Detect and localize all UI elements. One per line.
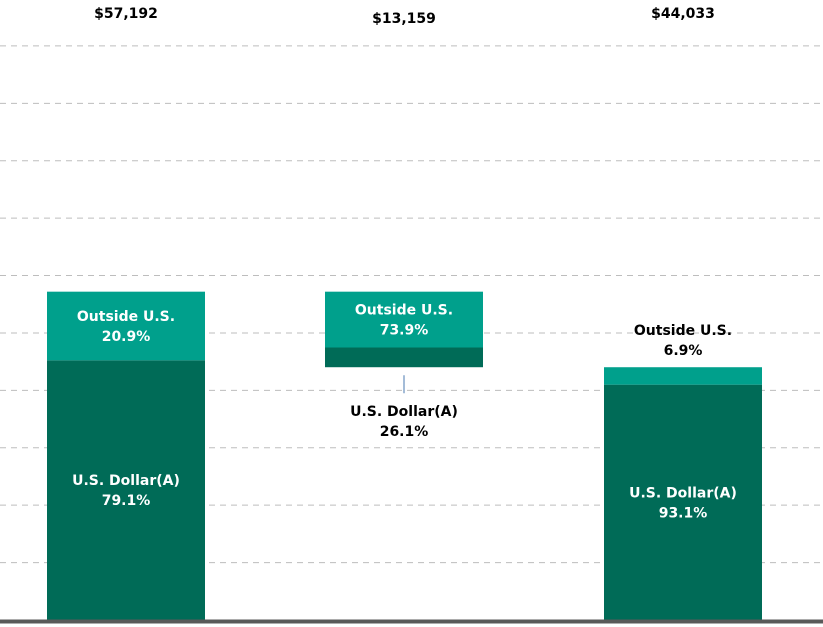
segment-value: 6.9%	[664, 343, 703, 359]
segment-value: 79.1%	[102, 493, 151, 509]
segment-name: Outside U.S.	[355, 303, 453, 319]
segment-value: 20.9%	[102, 329, 151, 345]
bar-segment	[47, 360, 205, 620]
segment-value: 26.1%	[380, 424, 429, 440]
segment-name: U.S. Dollar(A)	[72, 473, 180, 489]
bar-segment	[604, 367, 762, 385]
segment-name: Outside U.S.	[77, 309, 175, 325]
segment-value: 73.9%	[380, 323, 429, 339]
total-label: $13,159	[372, 11, 436, 27]
segment-name: U.S. Dollar(A)	[350, 404, 458, 420]
bar-segment	[604, 384, 762, 620]
total-label: $44,033	[651, 6, 715, 22]
bar-segment	[325, 291, 483, 348]
segment-name: Outside U.S.	[634, 323, 732, 339]
bar-segment	[325, 347, 483, 368]
bar-segment	[47, 291, 205, 361]
total-label: $57,192	[94, 6, 158, 22]
segment-name: U.S. Dollar(A)	[629, 485, 737, 501]
segment-value: 93.1%	[659, 505, 708, 521]
